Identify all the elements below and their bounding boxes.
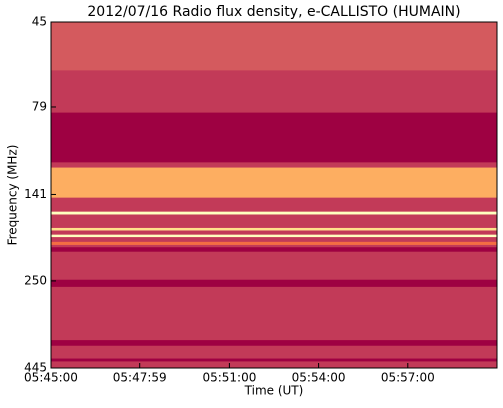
chart-title: 2012/07/16 Radio flux density, e-CALLIST… (87, 4, 460, 20)
frequency-band (51, 279, 497, 287)
x-tick-label: 05:57:00 (381, 371, 435, 385)
plot-frame (50, 21, 498, 369)
y-axis-label: Frequency (MHz) (6, 145, 20, 246)
frequency-band (51, 241, 497, 245)
x-tick-label: 05:54:00 (292, 371, 346, 385)
y-tick-label: 79 (32, 99, 47, 113)
y-tick-label: 141 (24, 187, 47, 201)
x-tick-label: 05:45:00 (24, 371, 78, 385)
frequency-band (51, 340, 497, 346)
y-tick-label: 445 (24, 361, 47, 375)
x-tick-label: 05:51:00 (202, 371, 256, 385)
y-tick-label: 250 (24, 273, 47, 287)
frequency-band (51, 22, 497, 71)
x-axis-label: Time (UT) (244, 384, 304, 398)
frequency-band (51, 247, 497, 252)
frequency-band (51, 167, 497, 198)
frequency-band (51, 234, 497, 238)
x-tick-label: 05:47:59 (113, 371, 167, 385)
y-tick-label: 45 (32, 15, 47, 29)
frequency-band (51, 112, 497, 163)
frequency-band (51, 227, 497, 231)
frequency-band (51, 358, 497, 362)
frequency-band (51, 211, 497, 215)
